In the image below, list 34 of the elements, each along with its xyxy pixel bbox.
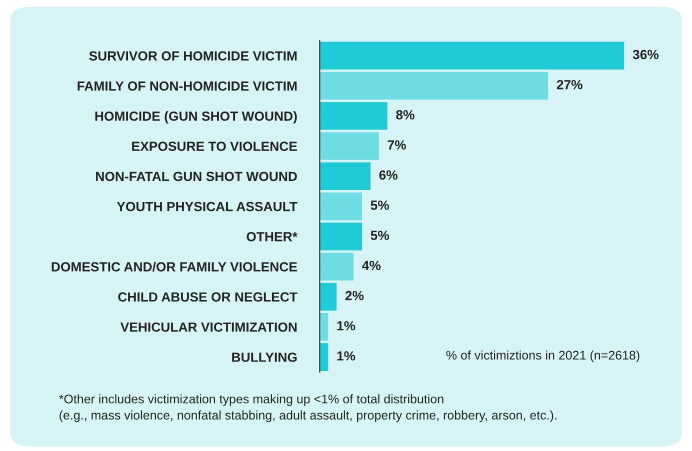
data-label: 1%: [337, 321, 356, 330]
bar: [320, 222, 362, 250]
data-label: 7%: [388, 140, 406, 150]
data-label: 1%: [337, 351, 356, 361]
bar: [320, 72, 548, 100]
annotation: % of victimiztions in 2021 (n=2618): [446, 350, 640, 362]
bar: [320, 162, 370, 190]
bar: [320, 102, 388, 130]
data-label: 2%: [345, 290, 364, 300]
data-label: 5%: [370, 200, 390, 210]
data-label: 36%: [632, 50, 659, 60]
y-tick-label: OTHER*: [246, 232, 298, 242]
data-label: 8%: [396, 110, 414, 120]
y-tick-label: BULLYING: [232, 352, 297, 362]
data-label: 6%: [379, 170, 398, 180]
data-label: 4%: [362, 260, 381, 270]
y-tick-label: DOMESTIC AND/OR FAMILY VIOLENCE: [52, 262, 297, 272]
bar: [320, 343, 328, 371]
bar: [320, 252, 354, 280]
bar: [320, 282, 337, 311]
bar: [320, 42, 624, 70]
y-tick-label: VEHICULAR VICTIMIZATION: [120, 322, 297, 332]
bar: [320, 192, 362, 220]
y-tick-label: YOUTH PHYSICAL ASSAULT: [116, 202, 298, 212]
data-label: 27%: [556, 80, 582, 90]
data-label: 5%: [370, 230, 390, 240]
y-tick-label: SURVIVOR OF HOMICIDE VICTIM: [89, 51, 297, 61]
y-tick-label: NON-FATAL GUN SHOT WOUND: [96, 172, 297, 182]
y-tick-label: EXPOSURE TO VIOLENCE: [132, 142, 297, 151]
y-tick-label: HOMICIDE (GUN SHOT WOUND): [95, 111, 297, 124]
bar: [320, 132, 379, 160]
text: *Other includes victimization types making up <1% of total distribution (e.g., mass violence, nonfatal stabbing, adult assault, property crime, robbery, arson, etc.).: [59, 394, 556, 422]
y-tick-label: FAMILY OF NON-HOMICIDE VICTIM: [78, 81, 297, 91]
y-tick-label: CHILD ABUSE OR NEGLECT: [118, 292, 298, 302]
